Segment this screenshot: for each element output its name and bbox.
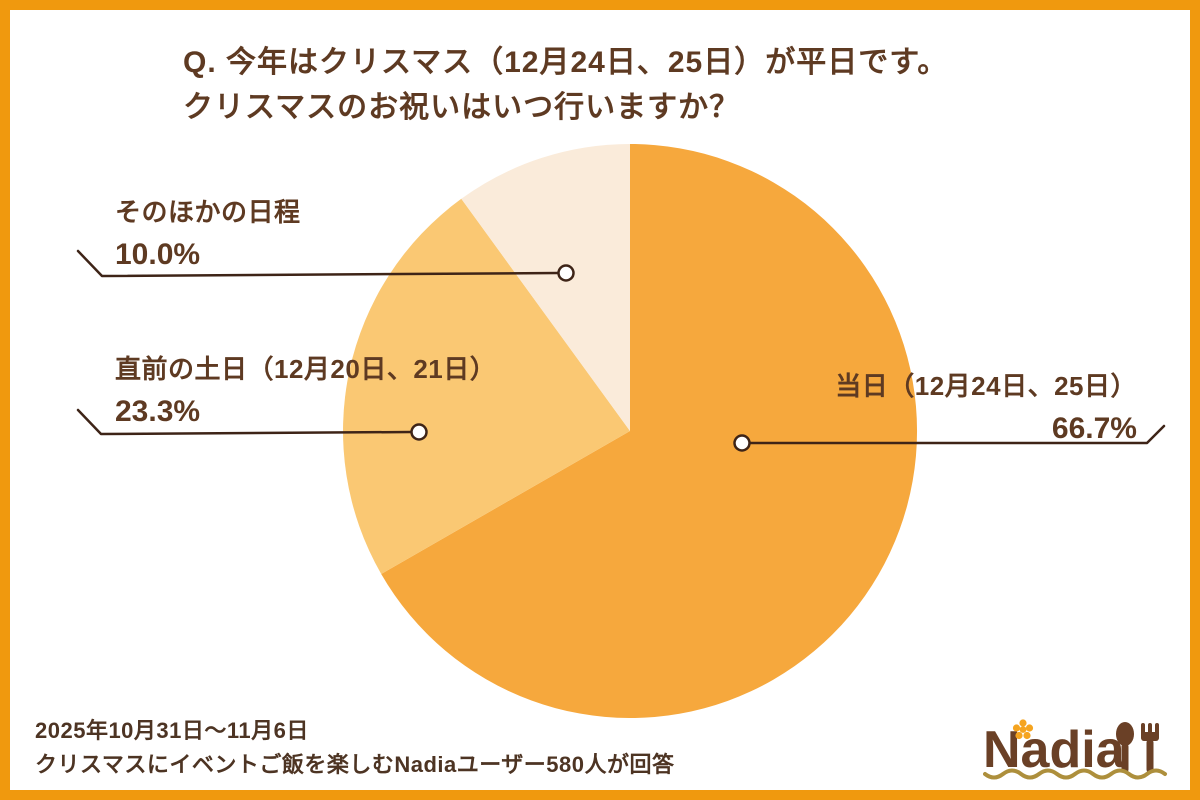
callout-line-other [76, 249, 560, 278]
survey-period: 2025年10月31日〜11月6日 [35, 718, 309, 743]
slice-label-other: そのほかの日程 [115, 197, 301, 227]
callout-label-other: そのほかの日程 10.0% [115, 192, 301, 272]
callout-dot-weekend [410, 423, 428, 441]
survey-respondents: クリスマスにイベントご飯を楽しむNadiaユーザー580人が回答 [35, 752, 675, 777]
slice-label-weekend: 直前の土日（12月20日、21日） [115, 354, 497, 384]
callout-line-weekend [76, 408, 413, 436]
fork-icon [1141, 723, 1159, 773]
pie-slices [343, 144, 918, 718]
question-title: Q. 今年はクリスマス（12月24日、25日）が平日です。 クリスマスのお祝いは… [183, 40, 948, 130]
slice-value-other: 10.0% [115, 238, 201, 271]
nadia-logo: Nadia [983, 719, 1167, 780]
slice-value-weekend: 23.3% [115, 395, 201, 428]
slice-value-day: 66.7% [1051, 412, 1137, 445]
callout-label-day: 当日（12月24日、25日） 66.7% [835, 366, 1137, 446]
slice-label-day: 当日（12月24日、25日） [835, 371, 1137, 401]
callout-line-day [748, 424, 1166, 445]
pie-slice-1 [381, 144, 918, 718]
callout-dot-other [557, 264, 575, 282]
pie-slice-3 [461, 144, 630, 431]
question-title-line1: Q. 今年はクリスマス（12月24日、25日）が平日です。 [183, 46, 949, 79]
spoon-icon [1116, 722, 1134, 773]
pie-slice-2 [343, 198, 630, 575]
callout-dot-day [733, 434, 751, 452]
nadia-logo-text: Nadia [983, 721, 1126, 779]
question-title-line2: クリスマスのお祝いはいつ行いますか？ [183, 91, 741, 124]
callout-label-weekend: 直前の土日（12月20日、21日） 23.3% [115, 349, 496, 429]
logo-wave-underline [983, 768, 1167, 780]
flower-icon [1012, 719, 1034, 740]
survey-footnote: 2025年10月31日〜11月6日 クリスマスにイベントご飯を楽しむNadiaユ… [35, 714, 675, 782]
